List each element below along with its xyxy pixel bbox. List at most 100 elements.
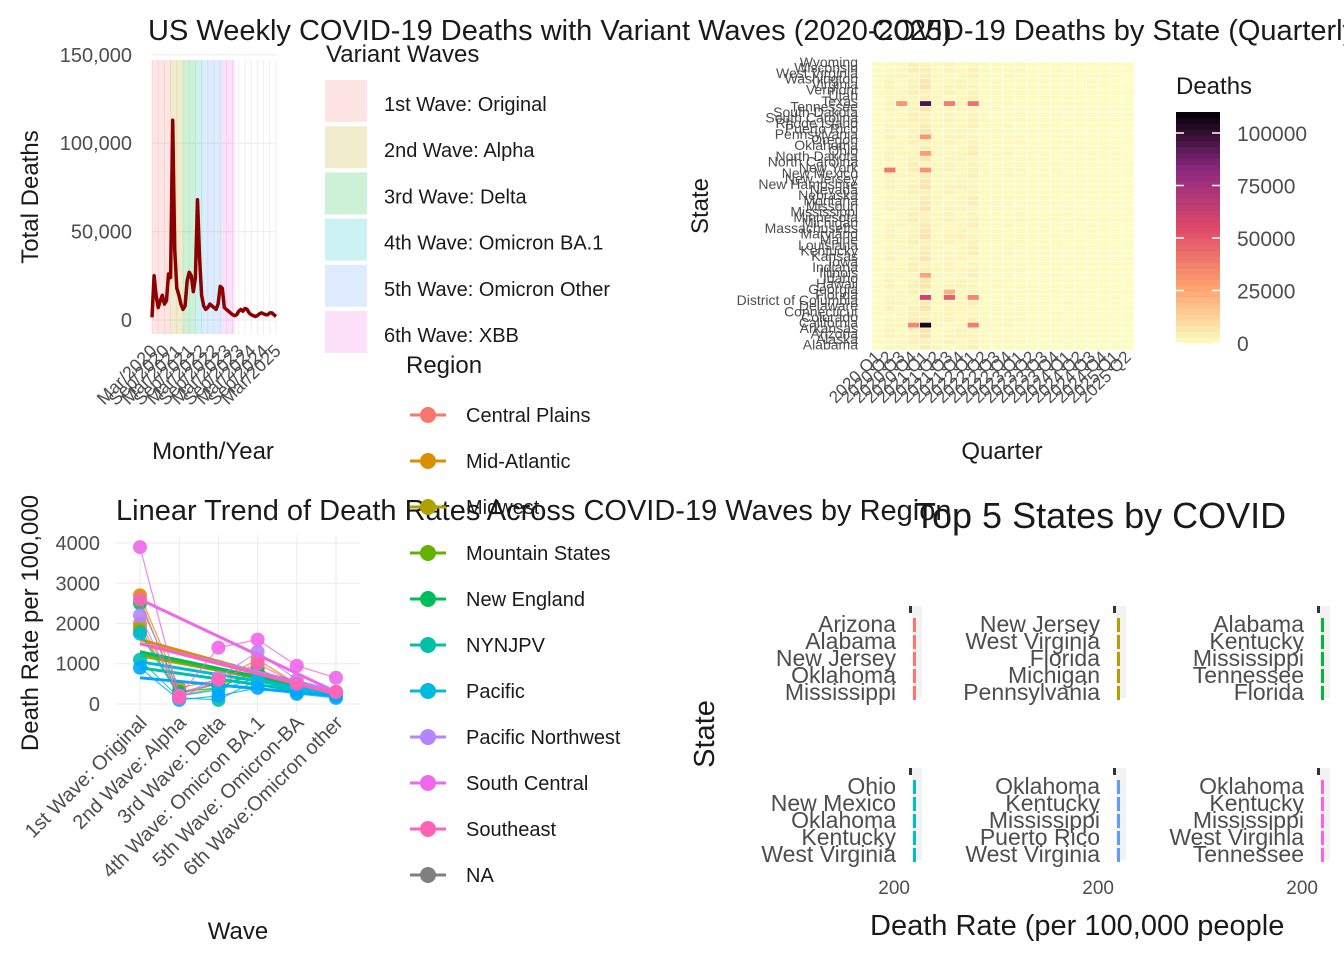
wave-band bbox=[195, 60, 204, 334]
bar bbox=[913, 652, 916, 666]
heat-cell bbox=[966, 128, 980, 135]
colorbar-segment bbox=[1176, 314, 1220, 321]
heat-cell bbox=[883, 144, 897, 151]
heat-cell bbox=[1062, 238, 1075, 246]
heat-cell bbox=[1086, 194, 1099, 201]
state-label: New Mexico bbox=[782, 165, 858, 181]
heat-cell bbox=[1002, 83, 1016, 90]
heat-cell bbox=[1026, 216, 1040, 223]
heat-cell bbox=[990, 244, 1004, 251]
legend-key-point bbox=[420, 407, 436, 423]
legend-label: South Central bbox=[466, 773, 588, 795]
state-label: Mississippi bbox=[1193, 807, 1304, 833]
colorbar-segment bbox=[1176, 181, 1220, 188]
heat-cell bbox=[966, 205, 980, 212]
heat-cell bbox=[907, 316, 920, 323]
heat-cell bbox=[1074, 166, 1087, 174]
heat-cell bbox=[1038, 310, 1051, 318]
heat-cell bbox=[1074, 200, 1087, 207]
state-label: Texas bbox=[821, 93, 858, 109]
heat-cell bbox=[1050, 133, 1063, 140]
heat-cell bbox=[1121, 322, 1135, 329]
y-tick-label: 0 bbox=[121, 310, 132, 332]
heat-cell bbox=[1062, 83, 1075, 90]
heat-cell bbox=[943, 283, 956, 290]
heat-cell bbox=[1074, 327, 1087, 334]
legend-title: Deaths bbox=[1176, 73, 1252, 100]
heat-cell bbox=[1086, 327, 1099, 334]
heat-cell bbox=[1002, 222, 1016, 229]
heat-cell bbox=[1097, 111, 1111, 118]
legend-key-point bbox=[420, 683, 436, 699]
heat-cell bbox=[1038, 194, 1051, 201]
heat-cell bbox=[1121, 338, 1135, 345]
heat-cell bbox=[1121, 211, 1135, 218]
heat-cell bbox=[1026, 288, 1040, 295]
heat-cell bbox=[955, 106, 968, 113]
heat-cell bbox=[1014, 255, 1028, 262]
heat-cell bbox=[895, 338, 909, 345]
heat-cell bbox=[1062, 216, 1075, 223]
heat-cell bbox=[895, 261, 909, 268]
heat-cell bbox=[1074, 183, 1087, 190]
heat-cell bbox=[1074, 89, 1087, 96]
heat-cell bbox=[943, 294, 956, 301]
heat-cell bbox=[1097, 222, 1111, 229]
heat-cell bbox=[1109, 194, 1123, 201]
heat-cell bbox=[955, 178, 968, 185]
heat-cell bbox=[1062, 294, 1075, 301]
heat-cell bbox=[1109, 150, 1123, 157]
heat-cell bbox=[931, 150, 944, 157]
heat-cell bbox=[895, 327, 909, 334]
heat-cell bbox=[1074, 288, 1087, 295]
facet-strip-fragment bbox=[1317, 606, 1320, 613]
heat-cell bbox=[1014, 106, 1028, 113]
heat-cell bbox=[931, 277, 944, 284]
heat-cell bbox=[1014, 277, 1028, 284]
heat-cell bbox=[966, 255, 980, 262]
heat-cell bbox=[1050, 111, 1063, 118]
state-label: Pennsylvania bbox=[963, 679, 1100, 705]
heat-cell bbox=[943, 89, 956, 96]
bar bbox=[913, 848, 916, 862]
heat-cell bbox=[919, 250, 932, 257]
heat-cell bbox=[871, 89, 885, 96]
bar bbox=[913, 635, 916, 649]
bar bbox=[1117, 618, 1120, 632]
heat-cell bbox=[1014, 183, 1028, 190]
heat-cell bbox=[1050, 72, 1063, 79]
legend-label: 2nd Wave: Alpha bbox=[384, 140, 535, 162]
heat-cell bbox=[1097, 61, 1111, 68]
heat-cell bbox=[1050, 238, 1063, 246]
heat-cell bbox=[1109, 333, 1123, 340]
colorbar-segment bbox=[1176, 112, 1220, 119]
heat-cell bbox=[1121, 294, 1135, 301]
heat-cell bbox=[883, 189, 897, 196]
heat-cell bbox=[1026, 277, 1040, 284]
heat-cell bbox=[1121, 178, 1135, 185]
heat-cell bbox=[1038, 205, 1051, 212]
heat-cell bbox=[966, 233, 980, 240]
heat-cell bbox=[966, 139, 980, 146]
heat-cell bbox=[1026, 106, 1040, 113]
heat-cell bbox=[978, 83, 992, 90]
heat-cell bbox=[978, 155, 992, 162]
heat-cell bbox=[966, 283, 980, 290]
heat-cell bbox=[907, 222, 920, 229]
heat-cell bbox=[1002, 266, 1016, 273]
heat-cell bbox=[1109, 78, 1123, 85]
colorbar-segment bbox=[1176, 239, 1220, 246]
heat-cell bbox=[1050, 89, 1063, 96]
heat-cell bbox=[931, 139, 944, 146]
heat-cell bbox=[1050, 117, 1063, 124]
heat-cell bbox=[1050, 222, 1063, 229]
heat-cell bbox=[1002, 166, 1016, 174]
bar bbox=[1117, 780, 1120, 794]
heat-cell bbox=[1121, 194, 1135, 201]
state-label: Massachusetts bbox=[765, 220, 858, 236]
heat-cell bbox=[931, 261, 944, 268]
heat-cell bbox=[895, 211, 909, 218]
heat-cell bbox=[1109, 89, 1123, 96]
heat-cell bbox=[907, 178, 920, 185]
heat-cell bbox=[919, 216, 932, 223]
